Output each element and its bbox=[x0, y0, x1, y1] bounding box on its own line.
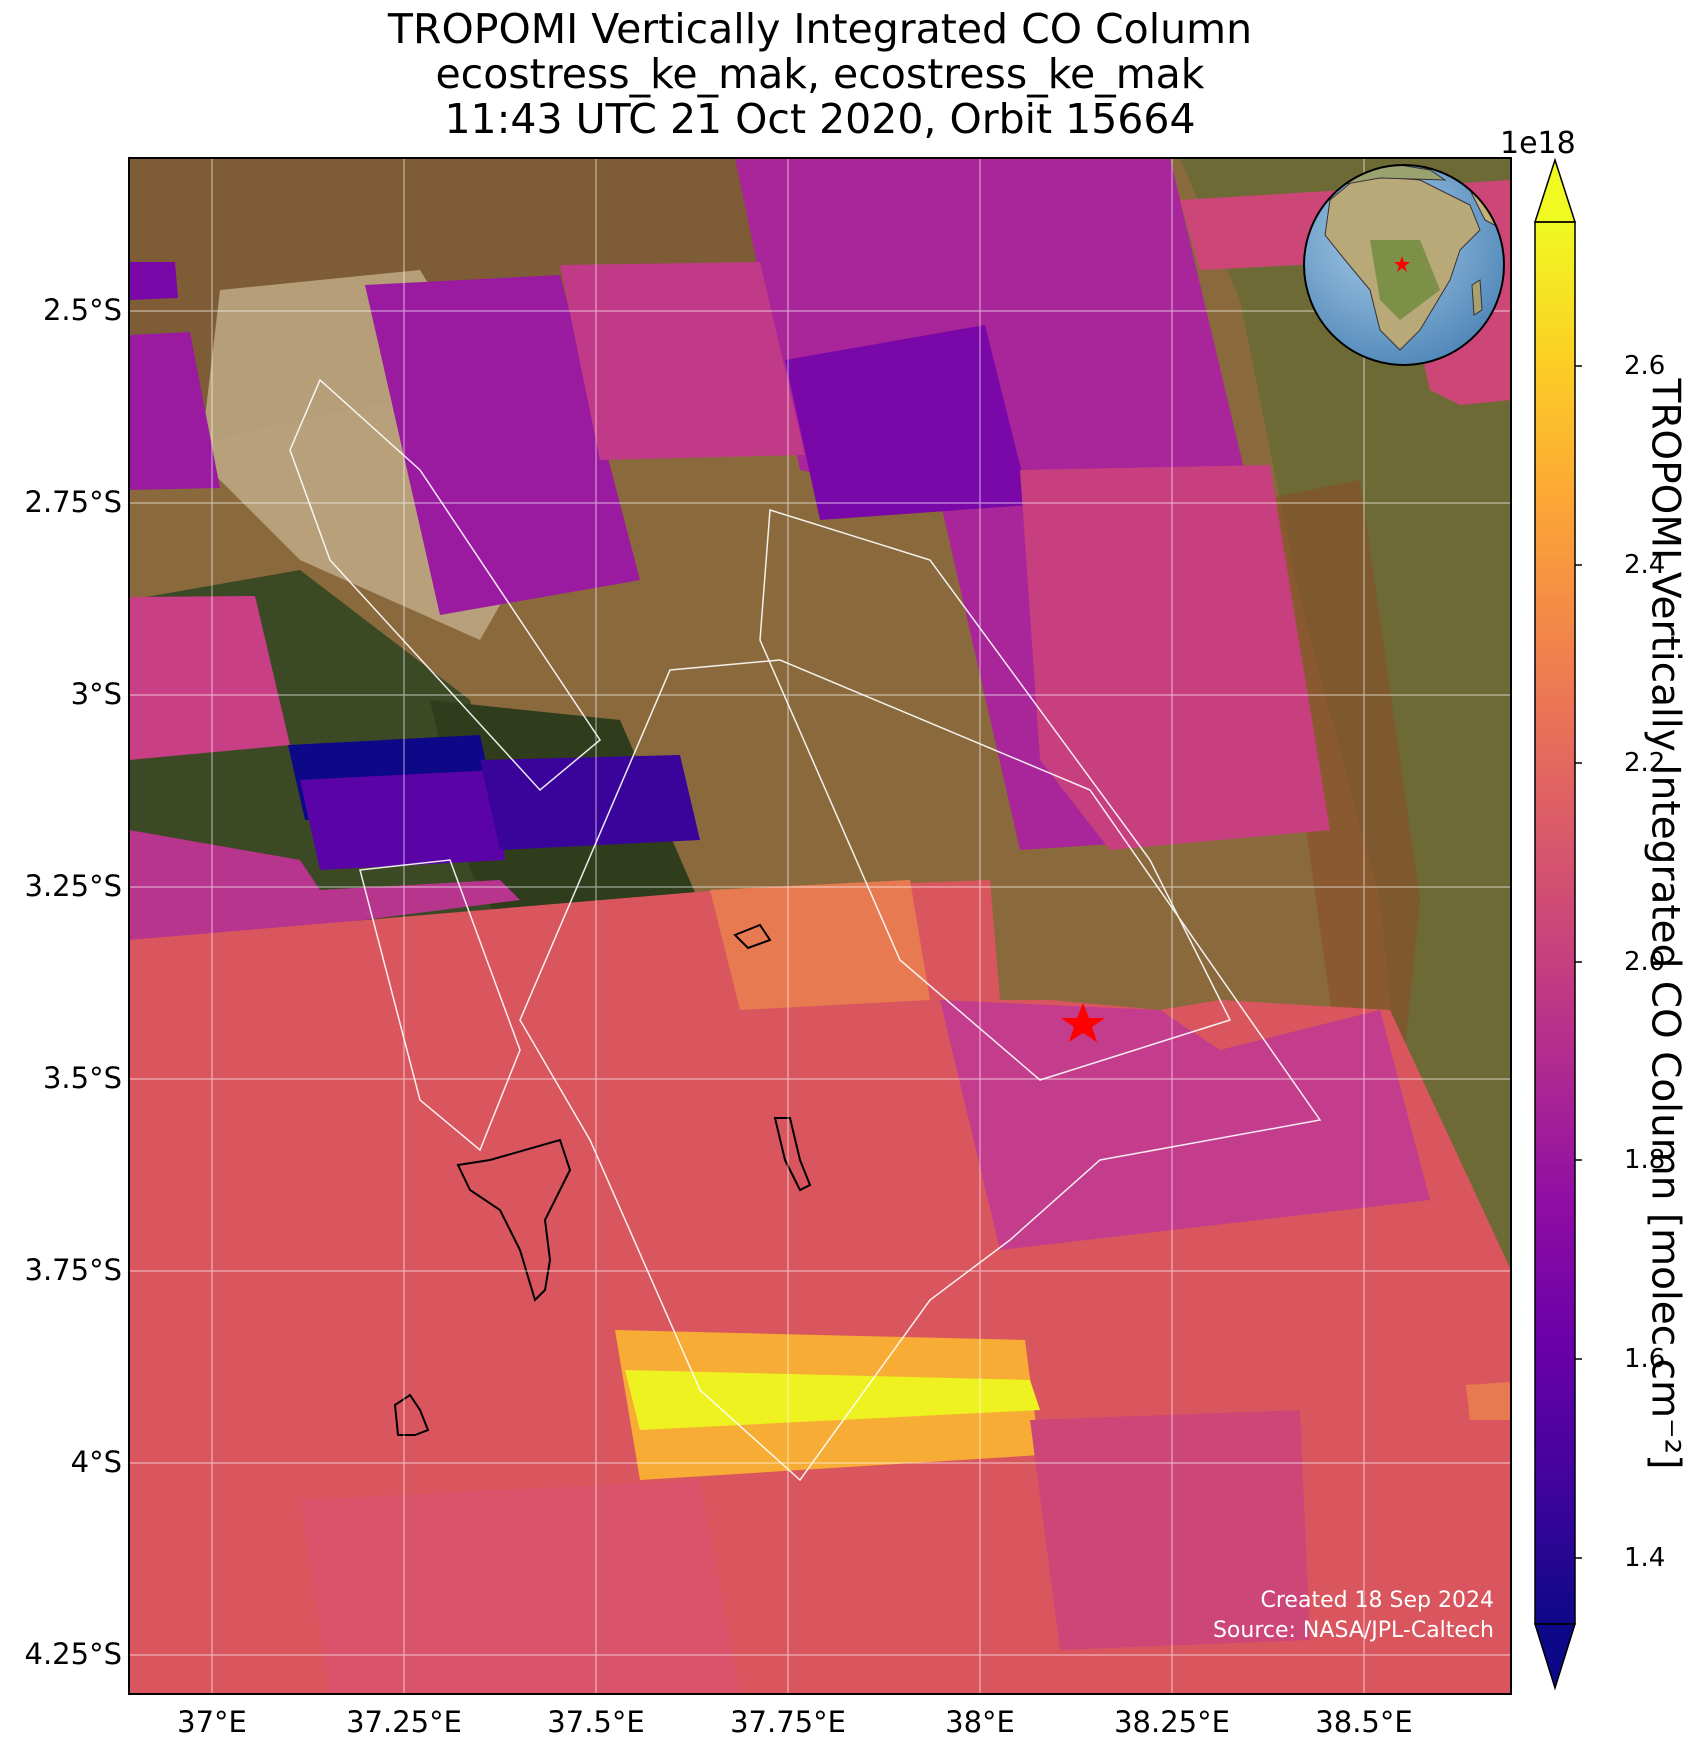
globe-madagascar bbox=[1471, 279, 1483, 316]
colorbar-tick-2.4: 2.4 bbox=[1624, 550, 1666, 580]
contour-lake-1 bbox=[456, 1138, 572, 1302]
co-block-southeast bbox=[940, 1000, 1430, 1250]
contour-lake-4 bbox=[773, 1117, 812, 1192]
co-patch-nw-2 bbox=[129, 332, 220, 490]
lat-tick-2.75S: 2.75°S bbox=[24, 485, 122, 519]
colorbar bbox=[1535, 222, 1575, 1624]
co-block-north-1 bbox=[365, 275, 640, 615]
lat-tick-3.5S: 3.5°S bbox=[42, 1061, 122, 1095]
globe-star-marker bbox=[1394, 256, 1410, 272]
title-line-1: TROPOMI Vertically Integrated CO Column bbox=[387, 5, 1253, 53]
co-pixels bbox=[129, 158, 1511, 1694]
credit-created: Created 18 Sep 2024 bbox=[1260, 1588, 1495, 1613]
lon-tick-37.75E: 37.75°E bbox=[730, 1705, 846, 1739]
footprint-grid-2 bbox=[759, 509, 1232, 1081]
globe-outline bbox=[1303, 164, 1505, 366]
co-patch-low-2 bbox=[300, 770, 505, 870]
lat-tick-4.25S: 4.25°S bbox=[24, 1637, 122, 1671]
contour-lake-2 bbox=[393, 1393, 430, 1436]
co-patch-nw-1 bbox=[129, 262, 178, 300]
lat-tick-2.5S: 2.5°S bbox=[42, 293, 122, 327]
colorbar-tick-2.6: 2.6 bbox=[1624, 351, 1666, 381]
colorbar-tick-1.4: 1.4 bbox=[1624, 1543, 1666, 1573]
map-frame bbox=[128, 157, 1512, 1695]
title-line-2: ecostress_ke_mak, ecostress_ke_mak bbox=[435, 50, 1205, 98]
lon-tick-38E: 38°E bbox=[945, 1705, 1015, 1739]
co-patch-low-3 bbox=[480, 755, 700, 850]
lon-tick-37.5E: 37.5°E bbox=[547, 1705, 645, 1739]
colorbar-ticks bbox=[1575, 365, 1582, 1559]
colorbar-tick-2.2: 2.2 bbox=[1624, 748, 1666, 778]
co-block-north-3 bbox=[785, 325, 1030, 520]
colorbar-min-extend bbox=[1533, 1623, 1577, 1691]
co-patch-south-west bbox=[300, 1480, 740, 1694]
colorbar-frame bbox=[1534, 221, 1576, 1625]
co-patch-south-east bbox=[1030, 1410, 1310, 1650]
colorbar-multiplier: 1e18 bbox=[1500, 126, 1576, 161]
colorbar-tick-2.0: 2.0 bbox=[1624, 947, 1666, 977]
co-band-mid bbox=[129, 830, 520, 950]
lon-tick-37.25E: 37.25°E bbox=[346, 1705, 462, 1739]
co-patch-west bbox=[129, 596, 290, 760]
footprint-grid-4 bbox=[359, 859, 521, 1152]
lon-tick-37E: 37°E bbox=[177, 1705, 247, 1739]
lon-tick-38.5E: 38.5°E bbox=[1315, 1705, 1413, 1739]
colorbar-max-extend bbox=[1533, 157, 1577, 223]
footprint-grid-1 bbox=[289, 378, 601, 792]
target-star-marker bbox=[1061, 1003, 1105, 1042]
ecostress-footprints bbox=[289, 378, 1322, 1482]
gridlines bbox=[129, 158, 1511, 1694]
title-line-3: 11:43 UTC 21 Oct 2020, Orbit 15664 bbox=[444, 95, 1196, 143]
credit-source: Source: NASA/JPL-Caltech bbox=[1212, 1618, 1494, 1643]
lat-tick-4S: 4°S bbox=[70, 1445, 122, 1479]
co-block-east bbox=[1020, 465, 1330, 850]
lat-tick-3S: 3°S bbox=[70, 677, 122, 711]
colorbar-tick-1.8: 1.8 bbox=[1624, 1145, 1666, 1175]
contour-lake-3 bbox=[733, 923, 772, 950]
lat-tick-3.75S: 3.75°S bbox=[24, 1253, 122, 1287]
lat-tick-3.25S: 3.25°S bbox=[24, 869, 122, 903]
map-area bbox=[129, 158, 1511, 1694]
colorbar-tick-1.6: 1.6 bbox=[1624, 1344, 1666, 1374]
co-patch-edge bbox=[1466, 1382, 1511, 1420]
lon-tick-38.25E: 38.25°E bbox=[1114, 1705, 1230, 1739]
globe-africa-green bbox=[1370, 240, 1440, 320]
colorbar-label: TROPOMI Vertically Integrated CO Column … bbox=[1642, 378, 1688, 1470]
footprint-grid-3 bbox=[519, 659, 1322, 1482]
co-patch-orange-1 bbox=[710, 880, 930, 1010]
